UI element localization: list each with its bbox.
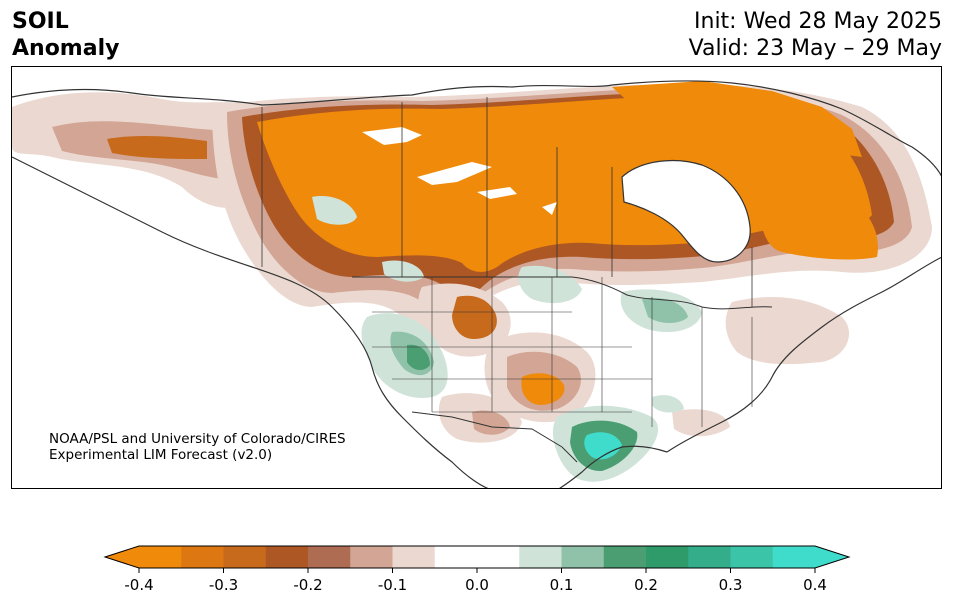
colorbar-segment bbox=[181, 546, 224, 568]
credit-line-1: NOAA/PSL and University of Colorado/CIRE… bbox=[49, 431, 346, 447]
wet-light-greatlakes bbox=[642, 297, 688, 323]
coastline-atlantic bbox=[666, 256, 941, 453]
dry-strong-north-strip bbox=[612, 81, 862, 157]
map-panel bbox=[11, 66, 942, 489]
credit-line-2: Experimental LIM Forecast (v2.0) bbox=[49, 447, 273, 463]
wet-mid-west bbox=[407, 344, 430, 371]
us-canada-border bbox=[352, 276, 773, 310]
colorbar-tick-label: 0.0 bbox=[465, 576, 489, 594]
wet-faint-north-central bbox=[382, 260, 424, 282]
init-date: Init: Wed 28 May 2025 bbox=[694, 9, 942, 34]
dry-strong-labrador bbox=[757, 170, 878, 260]
coastline-pacific bbox=[12, 156, 489, 488]
coastline-gulf bbox=[559, 445, 668, 488]
dry-faint-southeast bbox=[672, 409, 730, 437]
colorbar-segment bbox=[223, 546, 267, 568]
boundaries-layer bbox=[12, 80, 941, 488]
hudson-bay-clear bbox=[622, 160, 751, 262]
colorbar-segment bbox=[434, 546, 520, 568]
forecast-dates: Init: Wed 28 May 2025 Valid: 23 May – 29… bbox=[689, 8, 942, 62]
wet-faint-east-south bbox=[652, 395, 684, 413]
colorbar-tick-label: -0.2 bbox=[293, 576, 322, 594]
colorbar-segment bbox=[350, 546, 393, 568]
colorbar-segment bbox=[392, 546, 436, 568]
colorbar-ticks: -0.4 -0.3 -0.2 -0.1 0.0 0.1 0.2 0.3 0.4 bbox=[124, 568, 827, 594]
colorbar-tick-label: 0.2 bbox=[634, 576, 658, 594]
colorbar-tick-label: 0.1 bbox=[550, 576, 574, 594]
colorbar-extend-low bbox=[105, 546, 139, 568]
mexico-border bbox=[411, 411, 578, 463]
state-lines bbox=[372, 277, 753, 427]
colorbar-extend-high bbox=[815, 546, 849, 568]
wet-strong-gulf bbox=[584, 432, 622, 460]
lake-patch-1 bbox=[362, 127, 422, 145]
colorbar-segment bbox=[688, 546, 731, 568]
dry-mid-region-west bbox=[107, 135, 207, 159]
colorbar-tick-label: 0.3 bbox=[719, 576, 743, 594]
anomaly-map bbox=[12, 80, 941, 488]
coastline-arctic bbox=[12, 80, 941, 177]
colorbar-segment bbox=[139, 546, 182, 568]
colorbar-segment bbox=[265, 546, 309, 568]
title-line-1: SOIL bbox=[12, 9, 69, 34]
colorbar-segment bbox=[308, 546, 351, 568]
shading-layer bbox=[12, 81, 932, 482]
valid-range: Valid: 23 May – 29 May bbox=[688, 36, 942, 61]
coastline-hudson bbox=[621, 159, 751, 263]
colorbar-segment bbox=[646, 546, 689, 568]
map-title: SOIL Anomaly bbox=[12, 8, 119, 62]
wet-faint-center bbox=[518, 265, 582, 304]
colorbar-segment bbox=[561, 546, 605, 568]
colorbar-tick-label: -0.4 bbox=[124, 576, 153, 594]
dry-mid-plains bbox=[452, 295, 497, 339]
dry-light-southwest bbox=[472, 410, 510, 435]
colorbar-segments bbox=[103, 545, 851, 569]
lake-patch-2 bbox=[417, 162, 492, 185]
dry-strong-south bbox=[521, 373, 565, 405]
colorbar-tick-label: -0.1 bbox=[378, 576, 407, 594]
colorbar-segment bbox=[603, 546, 647, 568]
lake-patch-4 bbox=[542, 202, 557, 215]
colorbar-tick-label: -0.3 bbox=[209, 576, 238, 594]
wet-faint-northwest bbox=[312, 196, 357, 225]
province-lines bbox=[261, 97, 753, 307]
colorbar-segment bbox=[772, 546, 816, 568]
colorbar-segment bbox=[519, 546, 562, 568]
colorbar-tick-label: 0.4 bbox=[803, 576, 827, 594]
credit-text: NOAA/PSL and University of Colorado/CIRE… bbox=[49, 431, 346, 463]
colorbar-segment bbox=[730, 546, 774, 568]
title-line-2: Anomaly bbox=[12, 36, 120, 61]
dry-faint-east bbox=[725, 297, 850, 365]
